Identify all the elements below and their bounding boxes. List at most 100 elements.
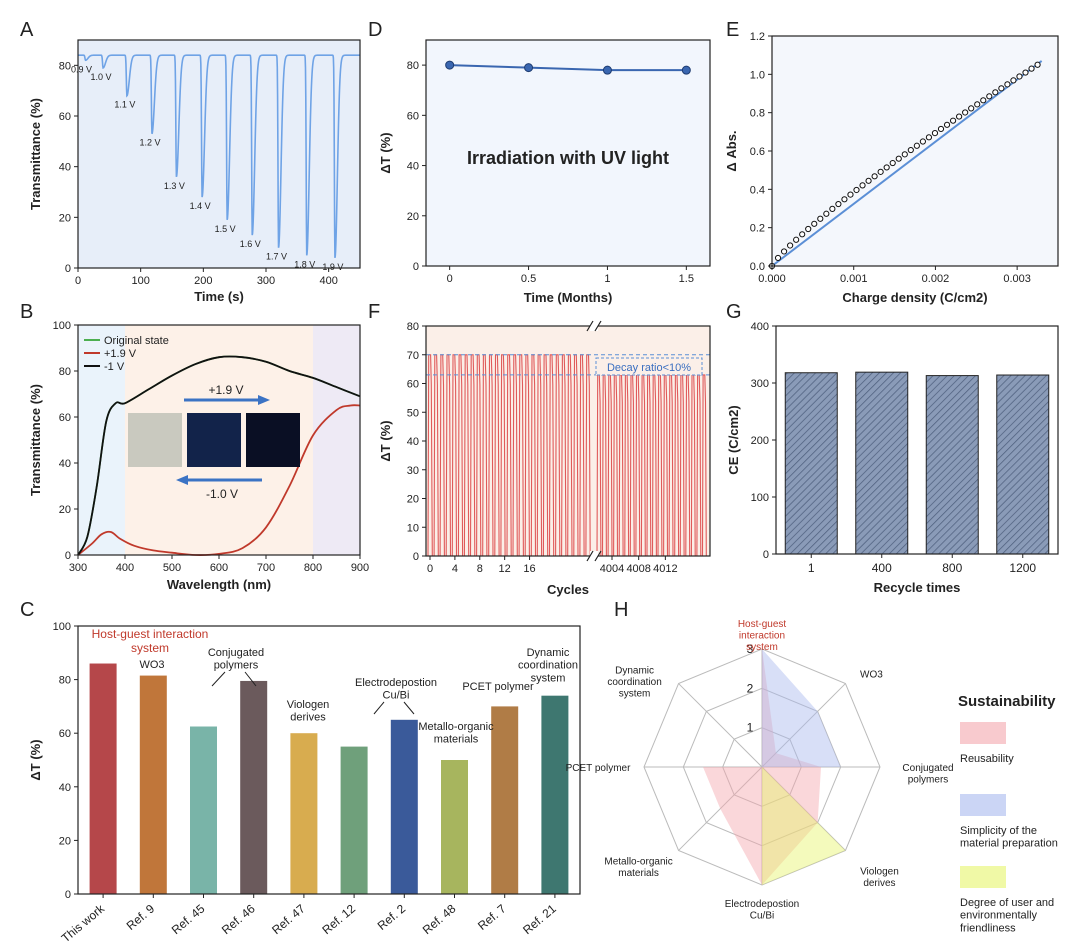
data-point xyxy=(805,225,812,233)
data-point xyxy=(968,105,975,112)
panel-letter-g: G xyxy=(726,301,742,323)
x-tick-label: Ref. 45 xyxy=(169,901,208,937)
y-tick-label: 0 xyxy=(65,889,71,901)
radar-spoke xyxy=(678,683,763,768)
y-tick-label: 10 xyxy=(407,522,419,534)
data-point xyxy=(943,121,951,128)
x-axis-label: Time (s) xyxy=(194,289,244,304)
voltage-label: 1.8 V xyxy=(294,259,315,269)
y-tick-label: 80 xyxy=(59,366,71,378)
bar xyxy=(139,675,167,894)
y-tick-label: 40 xyxy=(59,458,71,470)
data-point xyxy=(823,210,830,217)
voltage-label: 0.9 V xyxy=(71,64,92,74)
y-tick-label: 80 xyxy=(59,675,71,687)
y-tick-label: 20 xyxy=(59,212,71,224)
data-point xyxy=(1022,69,1029,76)
data-point xyxy=(919,138,926,145)
y-tick-label: 200 xyxy=(751,435,769,447)
radar-series-0 xyxy=(703,649,821,885)
bar xyxy=(390,719,418,894)
voltage-label: 1.2 V xyxy=(139,138,160,148)
data-point xyxy=(889,159,896,167)
x-tick-label: 4008 xyxy=(626,563,650,575)
x-tick-label: 800 xyxy=(304,562,322,574)
legend-swatch xyxy=(960,722,1006,744)
radar-spoke xyxy=(761,766,846,851)
legend-title: Sustainability xyxy=(958,693,1056,710)
legend-label: Simplicity of the material preparation xyxy=(960,825,1058,850)
legend-label: Degree of user and environmentally friendl… xyxy=(960,897,1054,934)
panel-letter-f: F xyxy=(368,301,380,323)
y-tick-label: 60 xyxy=(407,379,419,391)
bar xyxy=(240,680,268,894)
data-point xyxy=(913,142,920,149)
data-point xyxy=(949,117,957,124)
data-point xyxy=(1034,61,1041,68)
x-tick-label: 0.001 xyxy=(840,273,868,285)
data-point xyxy=(817,215,824,222)
x-tick-label: Ref. 9 xyxy=(124,901,158,933)
x-axis-label: Time (Months) xyxy=(524,290,613,305)
data-point xyxy=(907,146,914,154)
plot-frame xyxy=(425,39,711,267)
y-tick-label: 0 xyxy=(65,263,71,275)
fit-line xyxy=(771,60,1043,267)
x-tick-label: 100 xyxy=(131,275,149,287)
x-tick-label: 12 xyxy=(499,563,511,575)
x-tick-label: 600 xyxy=(210,562,228,574)
x-tick-label: 900 xyxy=(351,562,369,574)
transmittance-curve xyxy=(78,54,360,259)
axis-break-gap xyxy=(590,321,598,331)
y-tick-label: 60 xyxy=(59,728,71,740)
y-tick-label: 100 xyxy=(53,320,71,332)
photo-colored-state xyxy=(246,413,300,467)
data-point xyxy=(998,85,1005,92)
axis-break-mark xyxy=(586,550,602,562)
plot-background xyxy=(772,36,1058,266)
data-point xyxy=(980,97,987,104)
arrow-back-head xyxy=(176,475,188,485)
bar xyxy=(491,706,519,894)
plot-background xyxy=(426,40,710,266)
annotation-electrodeposition: Electrodepostion Cu/Bi xyxy=(355,677,437,702)
panel-letter-h: H xyxy=(614,599,628,621)
radar-axis-label: WO3 xyxy=(860,670,883,681)
radar-axis-label: PCET polymer xyxy=(566,763,632,774)
bar xyxy=(855,371,909,555)
y-axis-label: ΔT (%) xyxy=(28,739,43,780)
x-tick-label: 0 xyxy=(427,563,433,575)
panel-letter-a: A xyxy=(20,19,34,41)
annotation-viologen: Viologen derives xyxy=(287,699,330,724)
annotation-wo3: WO3 xyxy=(139,659,164,671)
data-point xyxy=(1028,65,1035,72)
x-tick-label: 200 xyxy=(194,275,212,287)
bar xyxy=(290,733,318,894)
data-point xyxy=(774,254,782,262)
y-tick-label: 20 xyxy=(59,835,71,847)
legend-label: -1 V xyxy=(104,361,125,373)
uv-region xyxy=(78,325,125,555)
y-tick-label: 60 xyxy=(59,111,71,123)
x-tick-label: Ref. 48 xyxy=(420,901,459,937)
plot-frame xyxy=(77,625,581,895)
data-point xyxy=(853,186,860,194)
y-axis-label: CE (C/cm2) xyxy=(726,405,741,474)
y-tick-label: 70 xyxy=(407,350,419,362)
panel-letter-c: C xyxy=(20,599,34,621)
data-point xyxy=(787,242,794,249)
data-point xyxy=(1016,73,1023,80)
y-tick-label: 80 xyxy=(407,60,419,72)
x-tick-label: Ref. 46 xyxy=(219,901,258,937)
decay-box xyxy=(595,357,703,376)
x-tick-label: 16 xyxy=(523,563,535,575)
x-tick-label: 1.5 xyxy=(679,273,694,285)
ring-label: 3 xyxy=(747,642,754,656)
legend-label: Original state xyxy=(104,335,169,347)
decay-annotation: Decay ratio<10% xyxy=(607,362,691,374)
legend-swatch xyxy=(960,794,1006,816)
legend-swatch xyxy=(960,866,1006,888)
y-tick-label: 0.8 xyxy=(750,108,765,120)
